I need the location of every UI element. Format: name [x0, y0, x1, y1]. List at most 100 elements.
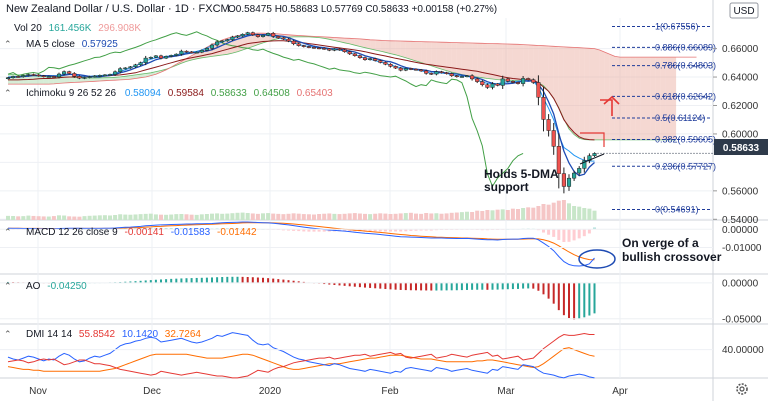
vol-legend[interactable]: Vol 20 161.456K 296.908K [14, 23, 141, 34]
fib-level-label: 0.236(0.57727) [655, 161, 716, 171]
cloud-segment [502, 43, 508, 81]
candle-body [72, 73, 77, 77]
candle-body [153, 55, 158, 58]
macd-histogram-bar [317, 229, 321, 232]
fib-level-label: 0.382(0.59605) [655, 135, 716, 145]
fibonacci-levels[interactable]: 1(0.67556) 0.886(0.66089) 0.786(0.64803) 0.… [594, 21, 717, 214]
candle-body [36, 74, 41, 77]
ao-bar [221, 277, 224, 283]
collapse-chevron-icon[interactable]: ⌃ [4, 88, 12, 98]
candle-body [220, 40, 225, 43]
cloud-segment [563, 46, 569, 129]
ao-bar [547, 282, 550, 299]
volume-bar [414, 213, 418, 220]
fib-level-label: 0.786(0.64803) [655, 61, 716, 71]
support-pointer[interactable] [579, 153, 605, 165]
candle-body [26, 74, 31, 76]
cloud-segment [191, 52, 197, 60]
collapse-chevron-icon[interactable]: ⌃ [4, 39, 12, 49]
volume-bar [6, 215, 10, 220]
macd-histogram-bar [139, 228, 143, 230]
ao-legend[interactable]: AO -0.04250 [26, 281, 87, 292]
ao-bar [205, 277, 208, 283]
ao-legend-label: AO [26, 281, 41, 292]
collapse-chevron-icon[interactable]: ⌃ [4, 227, 12, 237]
ao-bar [471, 282, 474, 290]
volume-bar [184, 214, 189, 220]
candle-body [11, 76, 16, 78]
support-annotation: support [484, 180, 529, 194]
forecast-arrow[interactable] [600, 99, 613, 116]
macd-pane [6, 221, 596, 267]
candle-body [383, 62, 388, 65]
macd-histogram-bar [363, 229, 367, 232]
macd-histogram-bar [378, 229, 382, 232]
cloud-segment [120, 76, 126, 80]
ao-bar [409, 282, 412, 291]
collapse-chevron-icon[interactable]: ⌃ [4, 329, 12, 339]
macd-histogram-bar [424, 229, 428, 231]
crossover-ellipse[interactable] [578, 249, 616, 269]
forecast-arrowhead[interactable] [603, 95, 620, 105]
macd-legend[interactable]: MACD 12 26 close 9 -0.00141 -0.01583 -0.… [26, 227, 257, 238]
last-price-value: 0.58633 [723, 143, 760, 154]
candle-body [179, 50, 184, 55]
volume-bar [67, 216, 72, 220]
trend-line[interactable] [580, 132, 605, 147]
cloud-segment [400, 41, 406, 58]
ao-bar [374, 282, 377, 289]
ao-bar [226, 276, 229, 283]
candle-body [424, 70, 429, 74]
ao-bar [491, 282, 494, 290]
candle-body [266, 33, 271, 36]
price-tick-label: 0.54000 [722, 215, 759, 226]
candle-body [352, 53, 357, 56]
cloud-segment [630, 57, 636, 140]
cloud-segment [446, 42, 452, 73]
cloud-segment [247, 33, 253, 49]
axis-ticks: 0.66000 0.64000 0.62000 0.60000 0.56000 0.540… [0, 44, 764, 356]
cloud-segment [620, 57, 626, 140]
time-axis[interactable]: Nov Dec 2020 Feb Mar Apr [29, 386, 628, 397]
candle-body [317, 47, 322, 50]
collapse-chevron-icon[interactable]: ⌃ [4, 281, 12, 291]
ichimoku-legend[interactable]: Ichimoku 9 26 52 26 0.58094 0.59584 0.58… [26, 88, 333, 99]
cloud-segment [426, 41, 432, 66]
macd-histogram-bar [567, 229, 571, 242]
cloud-segment [135, 74, 141, 79]
cloud-segment [125, 75, 131, 80]
settings-gear-icon[interactable] [736, 383, 748, 395]
volume-bar [465, 211, 469, 220]
candle-body [403, 68, 408, 71]
volume-bar [210, 213, 214, 220]
volume-bar [87, 215, 92, 220]
support-annotation: Holds 5-DMA [484, 167, 559, 181]
cloud-segment [242, 34, 248, 51]
ao-bar [287, 280, 290, 283]
candle-body [77, 76, 82, 79]
macd-histogram-bar [302, 229, 306, 232]
candle-body [480, 81, 485, 85]
ma-legend[interactable]: MA 5 close 0.57925 [26, 39, 118, 50]
currency-badge[interactable] [729, 2, 759, 19]
candle-body [82, 77, 87, 79]
ao-bar [353, 282, 356, 287]
ao-bar [195, 277, 198, 283]
price-axis[interactable] [713, 0, 768, 401]
fib-level-label: 0.618(0.62642) [655, 91, 716, 101]
volume-bar [312, 214, 316, 220]
volume-bar [179, 214, 184, 220]
candle-body [5, 77, 11, 79]
candle-body [546, 119, 551, 131]
ao-bar [404, 282, 407, 291]
ao-bar [562, 282, 565, 316]
dmi-legend[interactable]: DMI 14 14 55.8542 10.1420 32.7264 [26, 329, 201, 340]
candle-body [485, 84, 490, 88]
lagging-span-line [7, 31, 524, 188]
macd-line [7, 221, 595, 267]
volume-bar [449, 212, 454, 220]
volume-bar [215, 213, 220, 220]
macd-histogram-bar [429, 229, 433, 231]
volume-bar [567, 203, 571, 220]
macd-histogram-bar [164, 228, 168, 230]
